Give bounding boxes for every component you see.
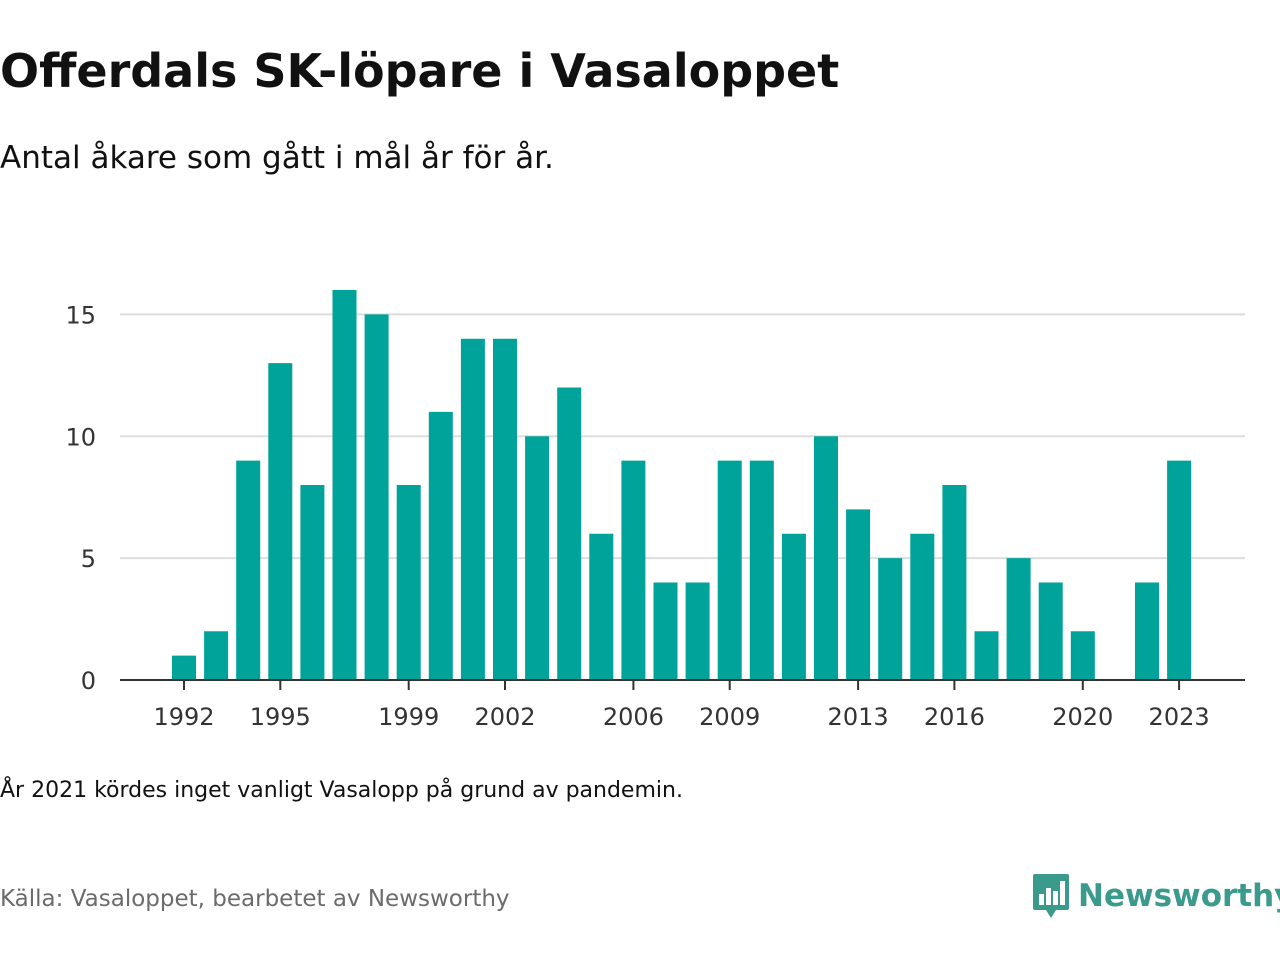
bar-2017 — [974, 631, 999, 680]
brand-name: Newsworthy — [1078, 878, 1280, 914]
x-axis-ticks: 1992 1995 1999 2002 2006 2009 2013 2016 2020 2023 — [153, 680, 1210, 731]
bar-2001 — [460, 338, 485, 680]
x-tick-label: 1995 — [250, 703, 311, 731]
bar-1997 — [332, 290, 357, 680]
chart-note: År 2021 kördes inget vanligt Vasalopp på… — [0, 778, 683, 803]
chart-subtitle: Antal åkare som gått i mål år för år. — [0, 140, 554, 176]
bar-2008 — [685, 582, 710, 680]
bar-2000 — [428, 411, 453, 680]
bar-2006 — [621, 460, 646, 680]
bar-2003 — [525, 436, 550, 680]
bar-1994 — [236, 460, 261, 680]
bar-2011 — [781, 533, 806, 680]
bar-2020 — [1070, 631, 1095, 680]
x-tick-label: 2006 — [603, 703, 664, 731]
y-tick-label: 15 — [65, 301, 96, 329]
x-tick-label: 1999 — [378, 703, 439, 731]
bar-2005 — [589, 533, 614, 680]
bar-2004 — [557, 387, 582, 680]
bar-1996 — [300, 485, 325, 680]
y-tick-label: 5 — [81, 545, 96, 573]
chart-title: Offerdals SK-löpare i Vasaloppet — [0, 44, 840, 98]
bar-1992 — [172, 655, 196, 680]
bar-2013 — [846, 509, 871, 680]
y-tick-label: 0 — [81, 667, 96, 695]
bar-2023 — [1167, 460, 1192, 680]
bar-2019 — [1038, 582, 1063, 680]
x-tick-label: 2020 — [1052, 703, 1113, 731]
y-axis-ticks: 0 5 10 15 — [65, 301, 96, 695]
x-tick-label: 2023 — [1149, 703, 1210, 731]
bar-2002 — [493, 338, 517, 680]
bar-2016 — [942, 485, 967, 680]
bar-2007 — [653, 582, 678, 680]
bar-2014 — [878, 558, 903, 680]
bars — [172, 290, 1192, 680]
x-tick-label: 2016 — [924, 703, 985, 731]
bar-1993 — [204, 631, 229, 680]
source-text: Källa: Vasaloppet, bearbetet av Newswort… — [0, 886, 510, 912]
bar-2018 — [1006, 558, 1031, 680]
x-tick-label: 2009 — [699, 703, 760, 731]
brand-logo[interactable]: Newsworthy — [1032, 872, 1280, 920]
bar-chart: 0 5 10 15 1992 1995 1999 2002 2006 2009 2013 2016 2… — [65, 290, 1245, 731]
bar-1995 — [268, 363, 293, 680]
x-tick-label: 1992 — [153, 703, 214, 731]
x-tick-label: 2002 — [474, 703, 535, 731]
bar-2010 — [749, 460, 774, 680]
y-tick-label: 10 — [65, 423, 96, 451]
newsworthy-logo-icon — [1033, 874, 1069, 918]
bar-1999 — [396, 485, 421, 680]
x-tick-label: 2013 — [828, 703, 889, 731]
bar-2009 — [717, 460, 742, 680]
bar-2022 — [1135, 582, 1159, 680]
bar-1998 — [364, 314, 389, 680]
bar-2015 — [910, 533, 935, 680]
bar-2012 — [814, 436, 838, 680]
